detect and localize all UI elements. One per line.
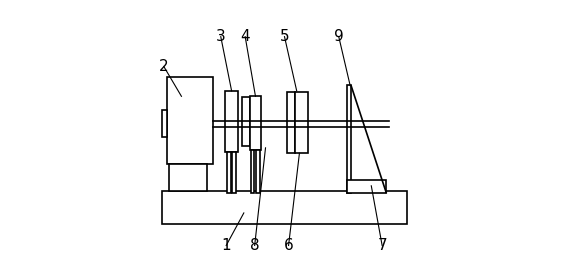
Bar xyxy=(232,152,236,193)
Bar xyxy=(227,152,230,193)
Text: 3: 3 xyxy=(216,29,226,44)
Bar xyxy=(225,91,238,152)
Bar xyxy=(169,164,207,191)
Bar xyxy=(347,179,386,193)
Bar xyxy=(250,150,254,193)
Text: 1: 1 xyxy=(221,238,231,253)
Bar xyxy=(287,92,295,153)
Bar xyxy=(242,97,250,146)
Bar xyxy=(347,85,351,193)
Bar xyxy=(163,110,167,137)
Text: 5: 5 xyxy=(280,29,289,44)
Bar xyxy=(250,96,261,150)
Text: 7: 7 xyxy=(377,238,387,253)
Bar xyxy=(256,150,259,193)
Bar xyxy=(295,92,308,153)
Bar xyxy=(163,191,406,224)
Text: 8: 8 xyxy=(250,238,259,253)
Bar xyxy=(167,77,213,164)
Text: 2: 2 xyxy=(159,59,168,74)
Text: 4: 4 xyxy=(240,29,250,44)
Text: 6: 6 xyxy=(284,238,294,253)
Text: 9: 9 xyxy=(334,29,344,44)
